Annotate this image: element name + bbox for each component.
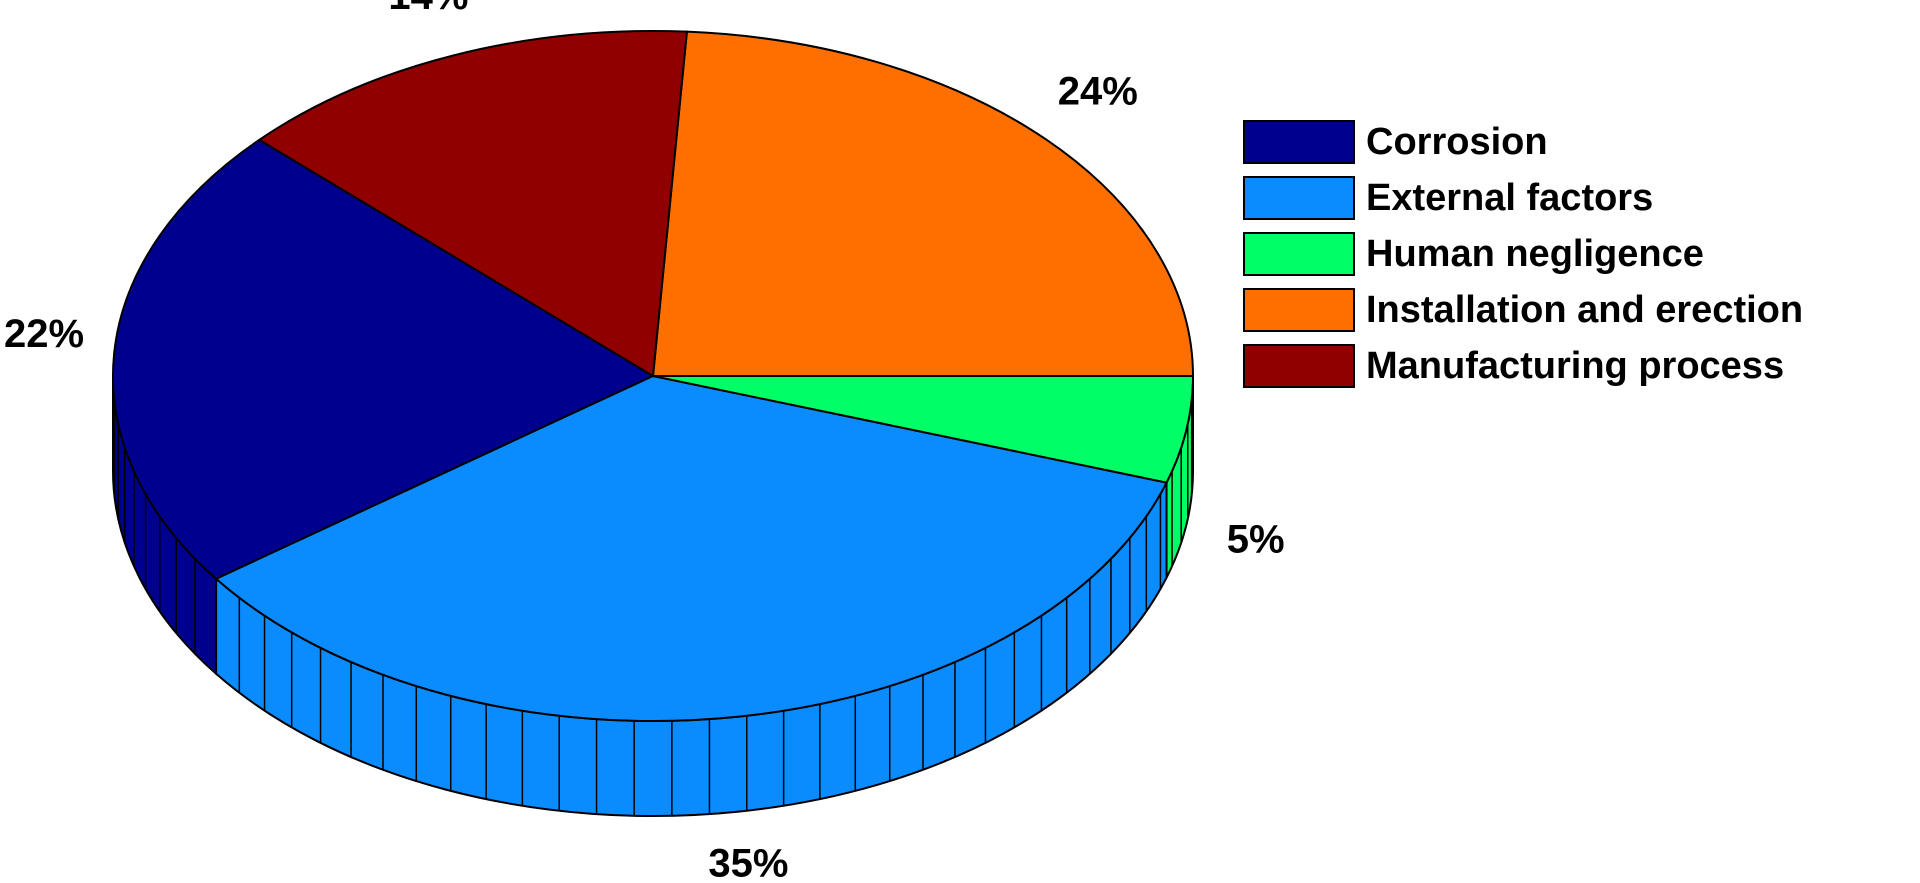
value-label: 22%	[4, 312, 84, 356]
value-label: 24%	[1058, 70, 1138, 114]
value-label: 5%	[1227, 518, 1285, 562]
legend-swatch	[1243, 344, 1355, 388]
legend-swatch	[1243, 232, 1355, 276]
legend-label: Installation and erection	[1366, 289, 1803, 331]
legend-label: Human negligence	[1366, 233, 1704, 275]
slice	[112, 138, 656, 580]
value-label: 14%	[388, 0, 468, 18]
slice	[257, 30, 689, 378]
legend-swatch	[1243, 288, 1355, 332]
slice	[652, 375, 1195, 484]
slice	[651, 30, 1195, 377]
legend-label: Corrosion	[1366, 121, 1548, 163]
legend-label: Manufacturing process	[1366, 345, 1784, 387]
legend-swatch	[1243, 176, 1355, 220]
value-label: 35%	[708, 842, 788, 883]
legend-label: External factors	[1366, 177, 1653, 219]
slice	[214, 374, 1169, 722]
legend-swatch	[1243, 120, 1355, 164]
